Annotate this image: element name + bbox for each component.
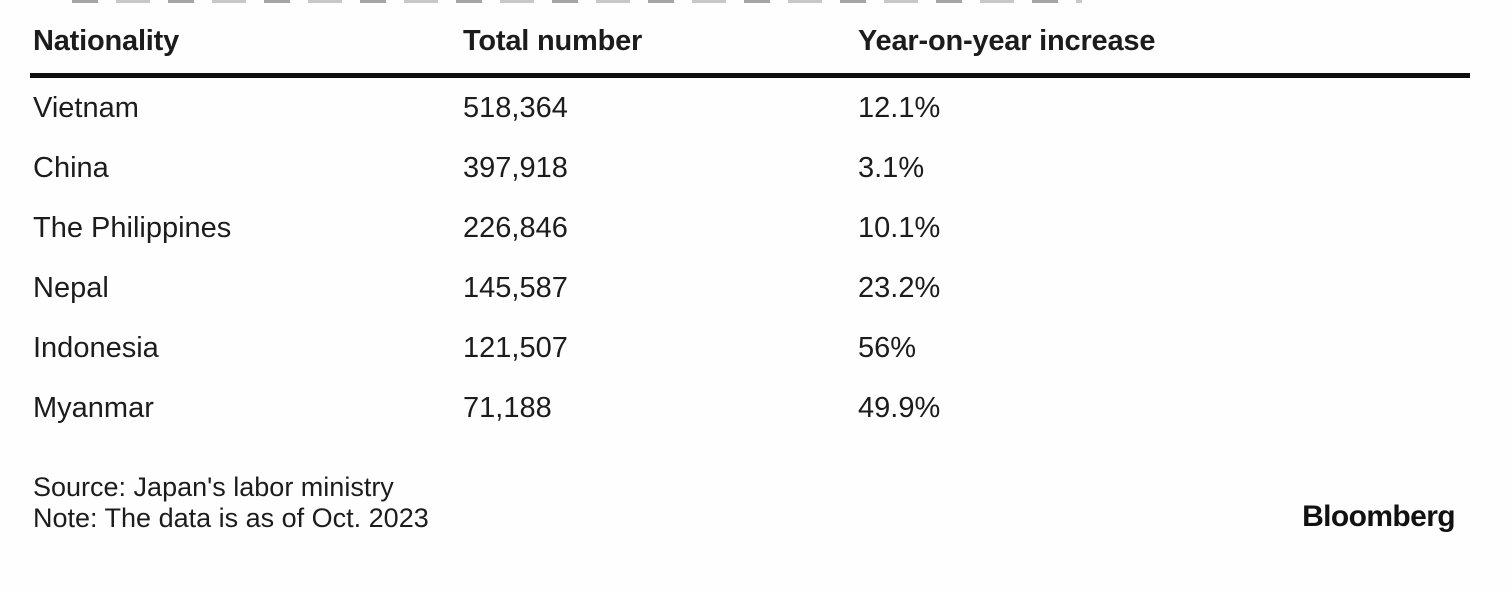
footnotes: Source: Japan's labor ministry Note: The… bbox=[33, 472, 429, 534]
table-header: Nationality Total number Year-on-year in… bbox=[33, 22, 1470, 60]
nationality-cell: Vietnam bbox=[33, 91, 139, 124]
column-header-nationality: Nationality bbox=[33, 24, 180, 57]
source-note: Source: Japan's labor ministry bbox=[33, 472, 394, 502]
total-number-cell: 145,587 bbox=[463, 271, 568, 304]
table-row: Nepal 145,587 23.2% bbox=[33, 258, 1470, 318]
total-number-cell: 226,846 bbox=[463, 211, 568, 244]
nationality-cell: Indonesia bbox=[33, 331, 159, 364]
yoy-increase-cell: 12.1% bbox=[858, 91, 941, 124]
header-rule bbox=[30, 73, 1470, 78]
yoy-increase-cell: 49.9% bbox=[858, 391, 941, 424]
table-body: Vietnam 518,364 12.1% China 397,918 3.1%… bbox=[0, 78, 1512, 438]
table-row: China 397,918 3.1% bbox=[33, 138, 1470, 198]
nationality-cell: China bbox=[33, 151, 109, 184]
cropped-title-remnant bbox=[72, 0, 1082, 3]
table-row: Myanmar 71,188 49.9% bbox=[33, 378, 1470, 438]
column-header-yoy-increase: Year-on-year increase bbox=[858, 24, 1156, 57]
total-number-cell: 121,507 bbox=[463, 331, 568, 364]
yoy-increase-cell: 56% bbox=[858, 331, 917, 364]
nationality-cell: Nepal bbox=[33, 271, 109, 304]
table-row: Indonesia 121,507 56% bbox=[33, 318, 1470, 378]
bloomberg-wordmark: Bloomberg bbox=[1302, 500, 1456, 533]
nationality-cell: The Philippines bbox=[33, 211, 232, 244]
yoy-increase-cell: 3.1% bbox=[858, 151, 925, 184]
table-row: Vietnam 518,364 12.1% bbox=[33, 78, 1470, 138]
total-number-cell: 518,364 bbox=[463, 91, 568, 124]
data-date-note: Note: The data is as of Oct. 2023 bbox=[33, 503, 429, 533]
nationality-cell: Myanmar bbox=[33, 391, 154, 424]
column-header-total-number: Total number bbox=[463, 24, 643, 57]
total-number-cell: 71,188 bbox=[463, 391, 552, 424]
table-row: The Philippines 226,846 10.1% bbox=[33, 198, 1470, 258]
yoy-increase-cell: 10.1% bbox=[858, 211, 941, 244]
yoy-increase-cell: 23.2% bbox=[858, 271, 941, 304]
total-number-cell: 397,918 bbox=[463, 151, 568, 184]
